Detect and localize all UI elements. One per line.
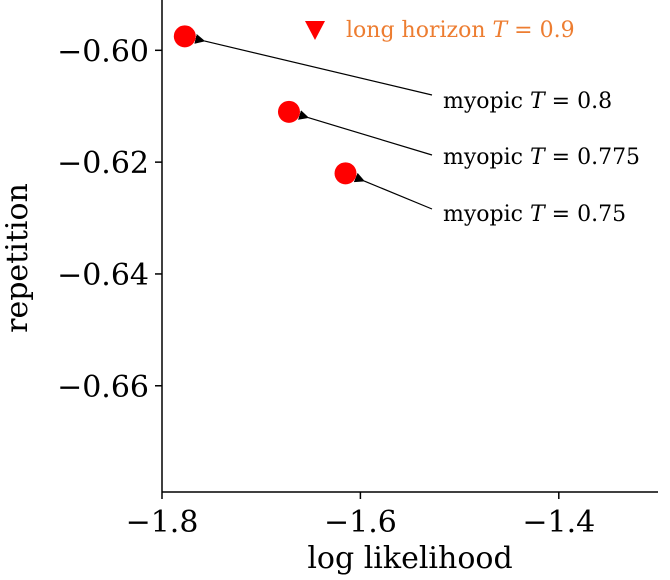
y-tick-label: −0.62 [57, 146, 149, 181]
data-point [277, 100, 300, 123]
annotation-label-var: T [530, 202, 547, 227]
x-tick-label: −1.4 [522, 505, 595, 540]
x-axis-title: log likelihood [307, 541, 512, 576]
annotation-arrow [298, 110, 433, 156]
annotation-label-var: T [530, 89, 547, 114]
annotation-label: myopic T = 0.775 [443, 145, 640, 170]
y-ticks: −0.60 −0.62 −0.64 −0.66 [57, 34, 162, 405]
data-points [173, 25, 357, 185]
data-point [334, 162, 357, 185]
annotation-label-var: T [530, 145, 547, 170]
x-tick-label: −1.6 [324, 505, 397, 540]
annotation-label-prefix: myopic [443, 202, 530, 227]
annotation-label-suffix: = 0.75 [545, 202, 626, 227]
annotation-label: myopic T = 0.75 [443, 202, 626, 227]
annotation-label-suffix: = 0.775 [545, 145, 640, 170]
annotation-arrow [353, 172, 433, 210]
legend-label: long horizon T = 0.9 [346, 18, 575, 43]
legend: long horizon T = 0.9 [305, 18, 575, 43]
legend-label-suffix: = 0.9 [507, 18, 574, 43]
x-tick-label: −1.8 [126, 505, 199, 540]
x-ticks: −1.8 −1.6 −1.4 [126, 492, 595, 540]
annotation-label: myopic T = 0.8 [443, 89, 612, 114]
y-tick-label: −0.60 [57, 34, 149, 69]
y-tick-label: −0.66 [57, 370, 149, 405]
annotation-label-prefix: myopic [443, 145, 530, 170]
y-tick-label: −0.64 [57, 258, 149, 293]
y-axis-title: repetition [0, 183, 35, 333]
data-point [173, 25, 196, 48]
annotation-label-suffix: = 0.8 [545, 89, 612, 114]
annotation-arrow [194, 34, 433, 96]
legend-label-prefix: long horizon [346, 18, 493, 43]
legend-label-var: T [493, 18, 510, 43]
legend-marker-triangle [305, 21, 325, 40]
annotation-label-prefix: myopic [443, 89, 530, 114]
